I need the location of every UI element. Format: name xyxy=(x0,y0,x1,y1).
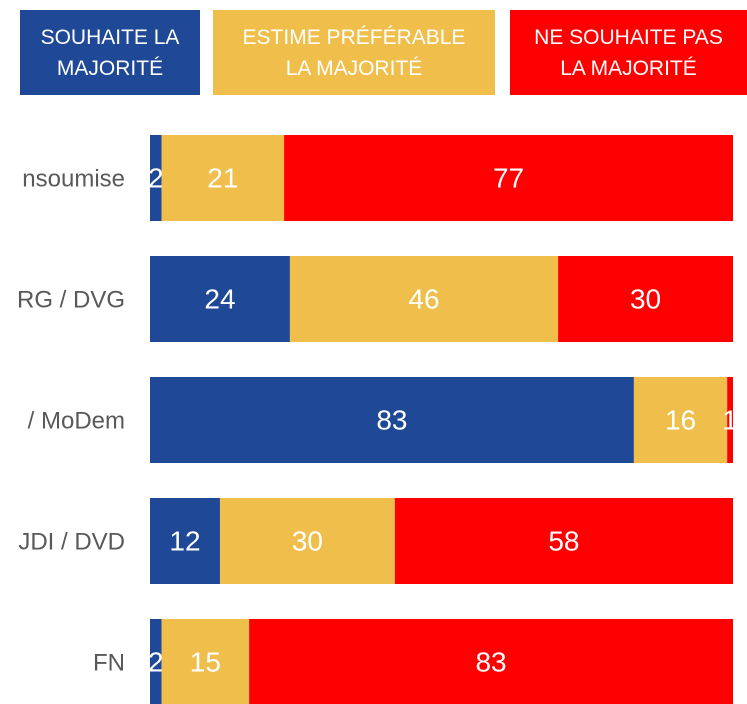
bar-segment xyxy=(289,256,559,342)
bar-segment xyxy=(558,256,733,342)
value-label: 24 xyxy=(204,283,235,314)
value-label: 1 xyxy=(722,404,738,435)
value-label: 83 xyxy=(475,646,506,677)
value-label: 83 xyxy=(376,404,407,435)
bar-segment xyxy=(727,377,733,463)
bar-segment xyxy=(150,619,162,704)
value-label: 2 xyxy=(148,646,164,677)
legend-entry: SOUHAITE LA MAJORITÉ xyxy=(20,10,200,95)
bar-segment xyxy=(150,377,634,463)
value-label: 2 xyxy=(148,162,164,193)
bar-segment xyxy=(161,135,285,221)
value-label: 58 xyxy=(548,525,579,556)
bar-segment xyxy=(284,135,733,221)
value-label: 30 xyxy=(292,525,323,556)
value-label: 21 xyxy=(207,162,238,193)
bar-segment xyxy=(150,135,162,221)
legend-entry: NE SOUHAITE PAS LA MAJORITÉ xyxy=(510,10,747,95)
category-label: / MoDem xyxy=(28,407,125,434)
bar-segment xyxy=(219,498,395,584)
value-label: 12 xyxy=(169,525,200,556)
category-label: nsoumise xyxy=(22,165,125,192)
bar-segment xyxy=(394,498,733,584)
value-label: 30 xyxy=(630,283,661,314)
bar-segment xyxy=(150,498,220,584)
value-label: 16 xyxy=(665,404,696,435)
category-label: FN xyxy=(93,649,125,676)
bar-segment xyxy=(633,377,728,463)
category-label: RG / DVG xyxy=(17,286,125,313)
legend-entry: ESTIME PRÉFÉRABLE LA MAJORITÉ xyxy=(213,10,495,95)
value-label: 46 xyxy=(408,283,439,314)
value-label: 15 xyxy=(190,646,221,677)
bar-segment xyxy=(161,619,250,704)
bar-segment xyxy=(249,619,734,704)
category-label: JDI / DVD xyxy=(18,528,125,555)
value-label: 77 xyxy=(493,162,524,193)
bar-segment xyxy=(150,256,290,342)
